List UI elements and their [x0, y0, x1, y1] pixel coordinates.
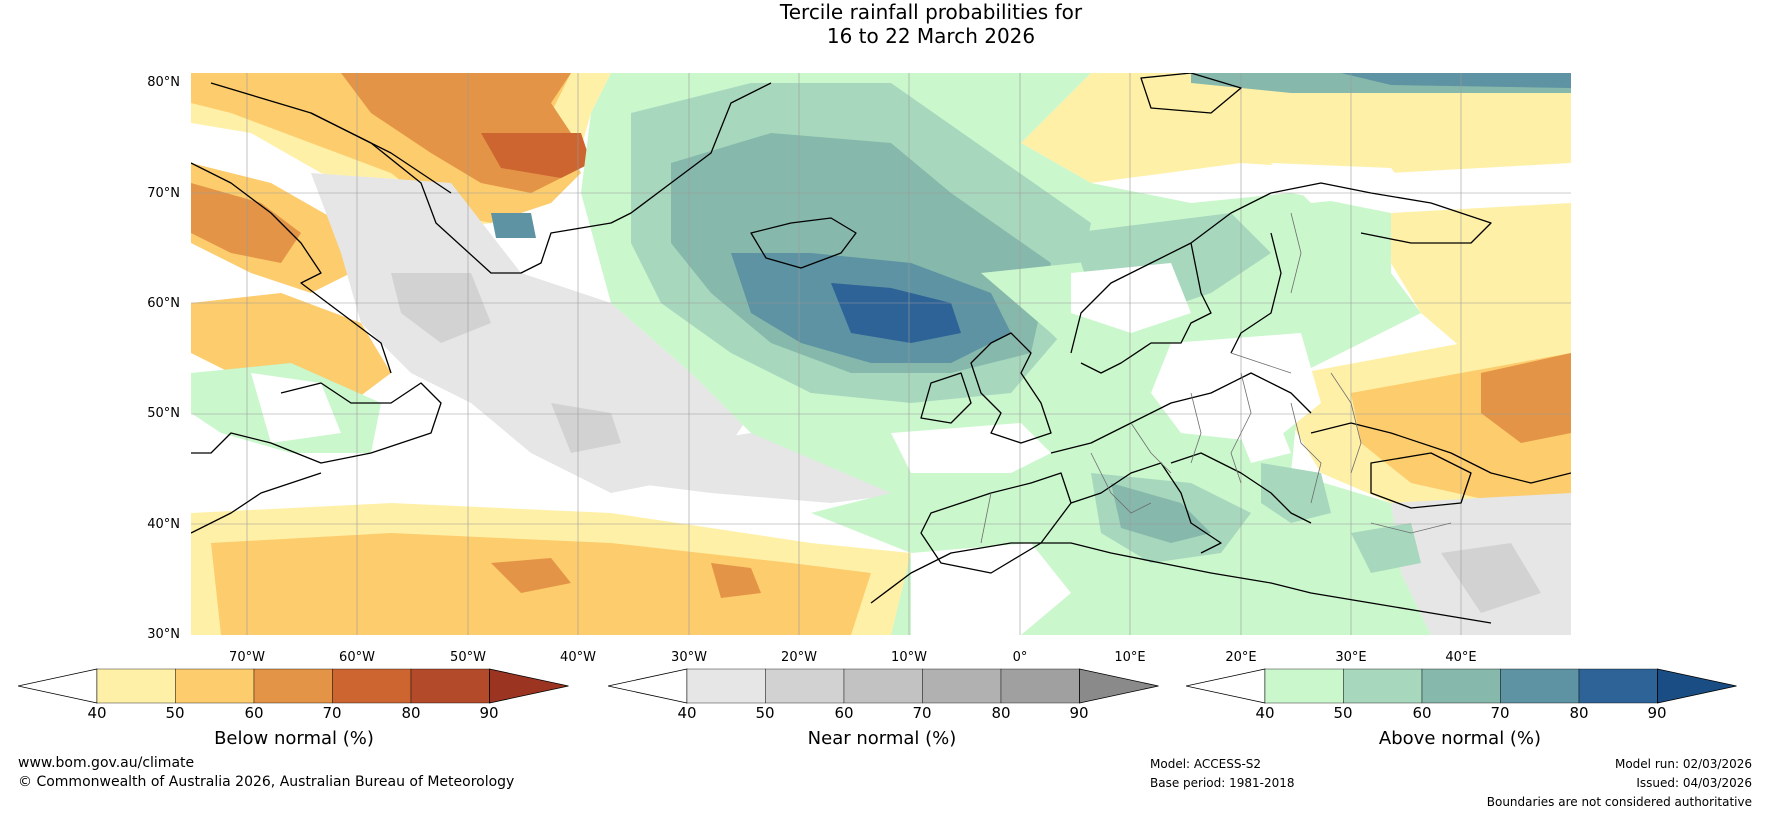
lon-label-0: 0°	[1012, 650, 1028, 665]
colorbar-above-normal	[1185, 667, 1738, 709]
colorbar-left-arrow	[607, 668, 688, 704]
footer-base-period: Base period: 1981-2018	[1150, 776, 1295, 790]
tick-label: 90	[1647, 704, 1667, 722]
colorbar-above-normal-swatches	[1185, 668, 1737, 704]
footer-copyright: © Commonwealth of Australia 2026, Austra…	[18, 774, 515, 790]
lat-label-80n: 80°N	[147, 75, 180, 90]
lon-label-60w: 60°W	[339, 650, 375, 665]
forecast-map	[191, 73, 1571, 635]
coastlines	[191, 73, 1571, 624]
lon-label-70w: 70°W	[229, 650, 265, 665]
tick-label: 50	[165, 704, 185, 722]
no-signal-patches	[251, 163, 1411, 473]
colorbar-near-normal	[607, 667, 1160, 709]
footer-disclaimer: Boundaries are not considered authoritat…	[1486, 795, 1752, 809]
footer-model: Model: ACCESS-S2	[1150, 757, 1262, 771]
lon-label-30e: 30°E	[1335, 650, 1367, 665]
tick-label: 60	[1412, 704, 1432, 722]
colorbar-near-label: Near normal (%)	[807, 728, 957, 749]
lon-label-20e: 20°E	[1225, 650, 1257, 665]
map-title-line2: 16 to 22 March 2026	[826, 24, 1036, 48]
colorbar-swatch	[1000, 668, 1080, 704]
colorbar-swatch	[1343, 668, 1423, 704]
colorbar-swatch	[1500, 668, 1580, 704]
footer-issued: Issued: 04/03/2026	[1636, 776, 1752, 790]
lat-label-40n: 40°N	[147, 517, 180, 532]
tick-label: 70	[1490, 704, 1510, 722]
colorbar-swatch	[922, 668, 1002, 704]
colorbar-swatch	[332, 668, 412, 704]
colorbar-below-label: Below normal (%)	[214, 728, 374, 749]
lon-label-50w: 50°W	[450, 650, 486, 665]
colorbar-swatch	[686, 668, 766, 704]
colorbar-near-normal-swatches	[607, 668, 1159, 704]
tick-label: 80	[1569, 704, 1589, 722]
lon-label-30w: 30°W	[671, 650, 707, 665]
footer-website: www.bom.gov.au/climate	[18, 755, 195, 771]
tick-label: 40	[1255, 704, 1275, 722]
tick-label: 50	[755, 704, 775, 722]
map-gridlines	[191, 73, 1571, 635]
colorbar-right-arrow	[1657, 668, 1737, 704]
tick-label: 70	[912, 704, 932, 722]
lat-label-30n: 30°N	[147, 627, 180, 642]
lon-label-40e: 40°E	[1445, 650, 1477, 665]
above-normal-shading	[191, 73, 1571, 635]
lon-label-40w: 40°W	[560, 650, 596, 665]
map-title: Tercile rainfall probabilities for 16 to…	[0, 0, 1770, 48]
tick-label: 80	[991, 704, 1011, 722]
map-title-line1: Tercile rainfall probabilities for	[779, 0, 1083, 24]
lat-label-50n: 50°N	[147, 406, 180, 421]
tick-label: 90	[1069, 704, 1089, 722]
colorbar-swatch	[1264, 668, 1344, 704]
tick-label: 90	[479, 704, 499, 722]
colorbar-swatch	[175, 668, 255, 704]
lon-label-10w: 10°W	[891, 650, 927, 665]
lon-label-20w: 20°W	[781, 650, 817, 665]
colorbar-below-normal	[17, 667, 570, 709]
colorbar-right-arrow	[489, 668, 569, 704]
lat-label-70n: 70°N	[147, 186, 180, 201]
colorbar-swatch	[410, 668, 490, 704]
colorbar-left-arrow	[17, 668, 98, 704]
footer-model-run: Model run: 02/03/2026	[1614, 757, 1752, 771]
lat-label-60n: 60°N	[147, 296, 180, 311]
colorbar-swatch	[1421, 668, 1501, 704]
colorbar-swatch	[765, 668, 845, 704]
colorbar-swatch	[1578, 668, 1658, 704]
tick-label: 60	[244, 704, 264, 722]
tick-label: 80	[401, 704, 421, 722]
tick-label: 40	[677, 704, 697, 722]
colorbar-left-arrow	[1185, 668, 1266, 704]
tick-label: 40	[87, 704, 107, 722]
lon-label-10e: 10°E	[1114, 650, 1146, 665]
tick-label: 60	[834, 704, 854, 722]
colorbar-right-arrow	[1079, 668, 1159, 704]
colorbar-below-normal-swatches	[17, 668, 569, 704]
tick-label: 70	[322, 704, 342, 722]
tick-label: 50	[1333, 704, 1353, 722]
colorbar-above-label: Above normal (%)	[1378, 728, 1542, 749]
colorbar-swatch	[843, 668, 923, 704]
colorbar-swatch	[96, 668, 176, 704]
colorbar-swatch	[253, 668, 333, 704]
country-borders	[980, 212, 1452, 544]
